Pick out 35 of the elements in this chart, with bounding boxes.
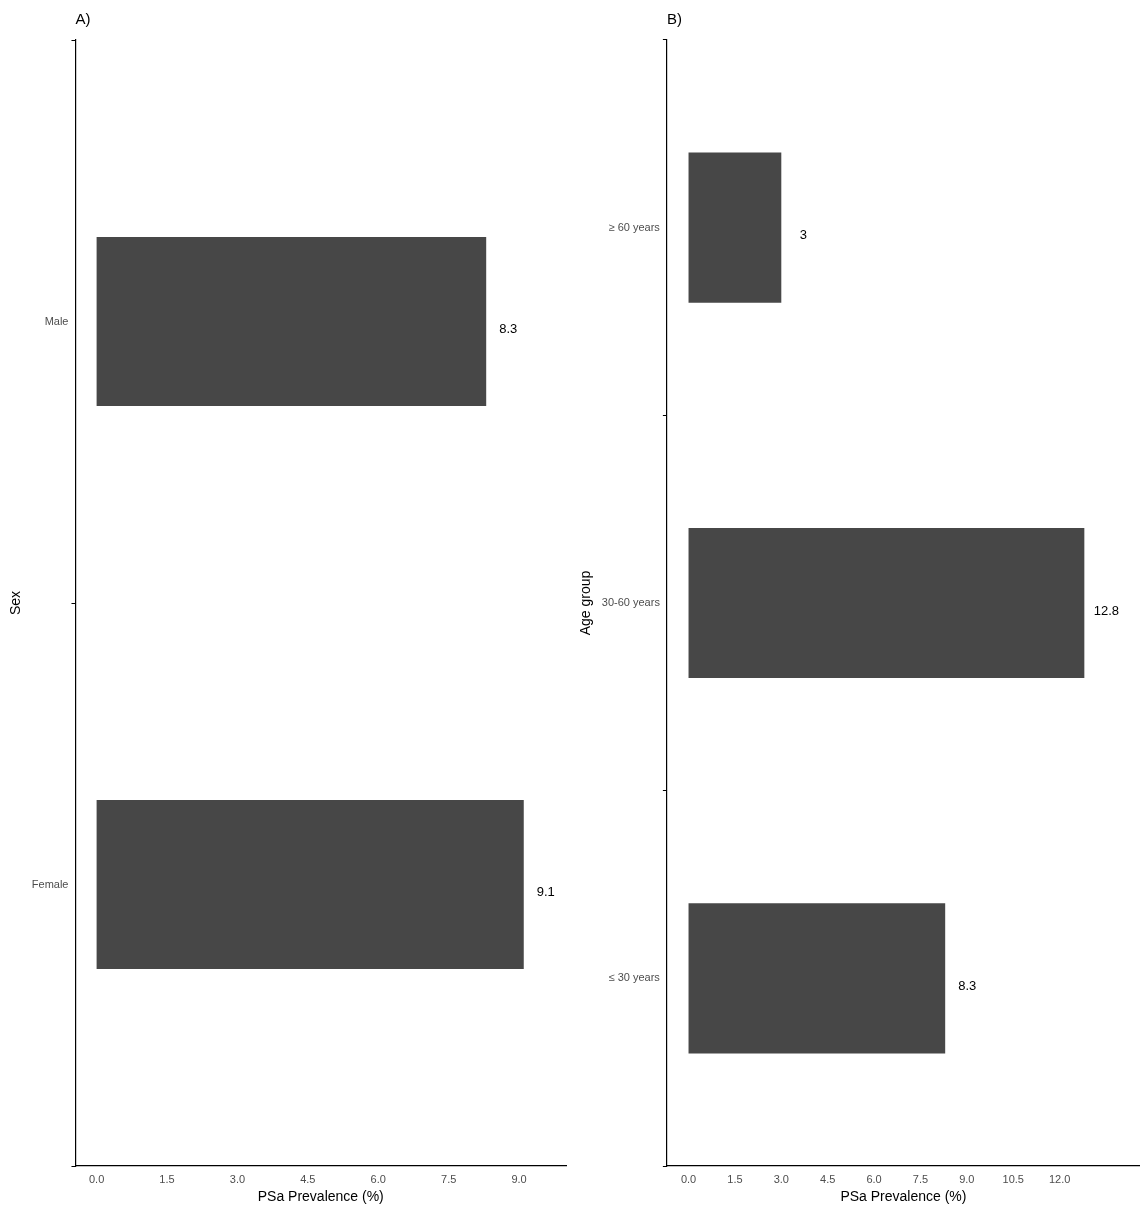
x-tick-label: 4.5: [820, 1172, 836, 1185]
x-tick-label: 9.0: [959, 1172, 975, 1185]
y-axis-title: Age group: [577, 570, 594, 636]
data-label: 8.3: [499, 321, 518, 337]
y-axis-title: Sex: [7, 590, 24, 616]
x-tick-label: 7.5: [912, 1172, 929, 1185]
bar: [688, 903, 946, 1054]
x-tick-label: 0.0: [680, 1172, 697, 1185]
x-tick-label: 12.0: [1048, 1172, 1071, 1185]
x-tick-label: 4.5: [300, 1172, 316, 1185]
x-tick-label: 1.5: [159, 1172, 175, 1185]
x-tick-label: 9.0: [511, 1172, 527, 1185]
bar: [688, 152, 782, 303]
x-tick-label: 3.0: [229, 1172, 246, 1185]
bar: [688, 527, 1085, 679]
y-tick-label: ≥ 60 years: [608, 220, 661, 233]
data-label: 8.3: [958, 977, 977, 993]
x-tick-label: 10.5: [1002, 1172, 1024, 1185]
x-tick-label: 1.5: [727, 1172, 743, 1185]
y-tick-label: Male: [44, 314, 69, 327]
x-tick-label: 3.0: [773, 1172, 789, 1185]
data-label: 9.1: [536, 884, 555, 900]
y-tick-label: Female: [31, 877, 69, 890]
x-tick-label: 6.0: [866, 1172, 882, 1185]
y-tick-label: ≤ 30 years: [608, 971, 661, 984]
x-axis-title: PSa Prevalence (%): [840, 1188, 967, 1205]
x-tick-label: 6.0: [370, 1172, 386, 1185]
chart-title: A): [75, 10, 91, 28]
x-tick-label: 0.0: [88, 1172, 105, 1185]
y-tick-label: 30-60 years: [601, 596, 661, 609]
data-label: 3: [799, 227, 807, 243]
data-label: 12.8: [1093, 602, 1119, 618]
chart-title: B): [666, 10, 682, 28]
x-tick-label: 7.5: [441, 1172, 457, 1185]
x-axis-title: PSa Prevalence (%): [257, 1188, 384, 1205]
